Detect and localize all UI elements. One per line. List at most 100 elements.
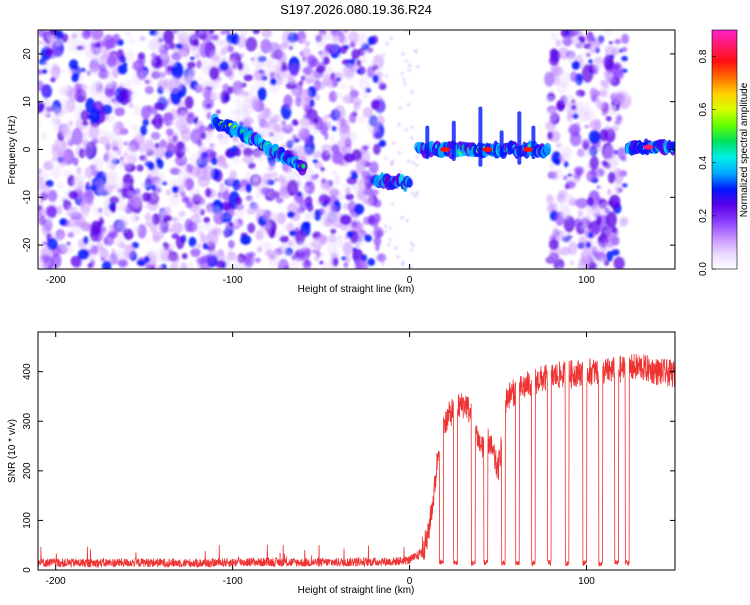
spectrogram-noise-cell (361, 48, 368, 58)
spectrogram-peak (482, 147, 493, 152)
spectrogram-noise-cell (150, 146, 161, 161)
spectrogram-noise-cell (581, 138, 591, 150)
spectrogram-noise-cell (306, 54, 317, 68)
spectrogram-noise-cell (404, 128, 408, 132)
spectrogram-noise-cell (388, 226, 392, 230)
spectrogram-noise-cell (152, 68, 164, 80)
spectrogram-noise-cell (584, 125, 589, 129)
spectrogram-noise-cell (559, 246, 571, 256)
spectrogram-noise-cell (349, 112, 357, 124)
spectrogram-noise-cell (197, 207, 202, 214)
spectrogram-noise-cell (570, 30, 579, 37)
spectrogram-noise-cell (53, 141, 62, 149)
spectrogram-noise-cell (343, 261, 349, 268)
spectrogram-noise-cell (59, 125, 72, 139)
spectrogram-noise-cell (51, 156, 57, 164)
spectrogram-noise-cell (544, 96, 555, 104)
spectrogram-noise-cell (581, 64, 594, 83)
spectrogram-noise-cell (102, 171, 107, 178)
spectrogram-noise-cell (607, 171, 616, 184)
spectrogram-peak (523, 147, 534, 152)
spectrogram-noise-cell (234, 98, 241, 104)
spectrogram-noise-cell (209, 50, 221, 62)
spectrogram-noise-cell (401, 52, 405, 56)
snr-y-tick-label: 0 (22, 567, 33, 573)
spectrogram-noise-cell (270, 169, 278, 180)
spectrogram-noise-cell (415, 191, 419, 195)
spectrogram-track-cell (406, 178, 413, 188)
spectrogram-noise-cell (356, 69, 361, 74)
spectrogram-noise-cell (337, 104, 343, 111)
spectrogram-carrier-track (210, 106, 675, 192)
spectrogram-noise-cell (596, 35, 603, 47)
spectrogram-noise-cell (589, 155, 599, 171)
spectrogram-noise-cell (269, 253, 277, 261)
spectrogram-noise-cell (146, 104, 153, 111)
spectrogram-noise-cell (206, 230, 219, 247)
spectrogram-noise-cell (70, 226, 82, 235)
spectrogram-noise-cell (329, 232, 336, 241)
spectrogram-noise-cell (134, 127, 140, 136)
spectrogram-noise-cell (184, 96, 194, 109)
spectrogram-noise-cell (139, 36, 146, 42)
spectrogram-noise-cell (172, 30, 178, 34)
spectrogram-noise-cell (604, 242, 614, 250)
spectrogram-spur (499, 130, 504, 158)
spectrogram-noise-cell (65, 219, 77, 228)
spectrogram-noise-cell (357, 32, 368, 49)
spectrogram-noise-cell (303, 146, 313, 162)
spectrogram-noise-cell (614, 38, 621, 45)
spectrogram-noise-cell (314, 173, 319, 179)
spectrogram-noise-cell (273, 113, 282, 120)
spectrogram-noise-cell (129, 193, 141, 208)
spectrogram-noise-cell (255, 62, 265, 69)
spectrogram-noise-cell (84, 30, 92, 37)
spectrogram-noise-cell (101, 260, 112, 269)
spectrogram-noise-cell (117, 259, 128, 268)
spectrogram-noise-cell (355, 183, 366, 196)
spectrogram-noise-cell (38, 258, 44, 267)
spectrogram-noise-cell (563, 160, 569, 168)
spectrogram-noise-cell (283, 73, 289, 78)
spectrogram-noise-cell (578, 150, 586, 158)
spectrogram-noise-cell (186, 61, 196, 69)
spectrogram-noise-cell (384, 224, 388, 228)
spectrogram-noise-cell (378, 139, 387, 148)
spectrogram-noise-cell (71, 33, 77, 40)
spectrogram-noise-cell (549, 55, 559, 66)
spectrogram-noise-cell (220, 30, 225, 35)
spectrogram-noise-cell (225, 263, 233, 269)
spectrogram-noise-cell (239, 30, 249, 38)
spectrogram-noise-cell (415, 163, 418, 167)
spectrogram-noise-cell (131, 173, 136, 179)
spectrogram-noise-cell (343, 153, 355, 163)
spectrogram-noise-cell (247, 198, 256, 212)
spectrogram-noise-cell (549, 233, 556, 239)
spectrogram-noise-cell (621, 33, 630, 45)
spectrogram-noise-cell (565, 30, 570, 35)
spectrogram-noise-cell (149, 39, 161, 54)
spectrogram-noise-cell (225, 214, 231, 219)
spectrogram-noise-cell (189, 187, 201, 203)
spectrogram-noise-cell (38, 101, 44, 114)
spectrogram-noise-cell (348, 62, 359, 72)
spectrogram-noise-cell (585, 109, 596, 121)
spectrogram-noise-cell (334, 174, 342, 186)
spectrogram-noise-cell (145, 138, 151, 145)
spectrogram-noise-cell (588, 59, 594, 64)
spectrogram-noise-cell (237, 183, 243, 189)
spectrogram-noise-cell (603, 30, 613, 37)
spectrogram-noise-cell (335, 191, 344, 202)
colorbar-tick-label: 0.6 (698, 102, 709, 116)
snr-axes: -200 -100 0 100 0 100 200 300 400 (22, 332, 675, 587)
spectrogram-noise-cell (360, 57, 368, 65)
spectrogram-noise-cell (400, 216, 404, 220)
spectrogram-noise-cell (614, 113, 623, 125)
spectrogram-noise-cell (193, 38, 200, 47)
spectrogram-noise-cell (238, 52, 245, 58)
spectrogram-noise-cell (197, 75, 203, 81)
spectrogram-noise-cell (192, 207, 197, 213)
spectrogram-spur (478, 106, 483, 167)
spectrogram-noise-cell (547, 131, 553, 140)
spectrogram-noise-cell (80, 84, 89, 97)
